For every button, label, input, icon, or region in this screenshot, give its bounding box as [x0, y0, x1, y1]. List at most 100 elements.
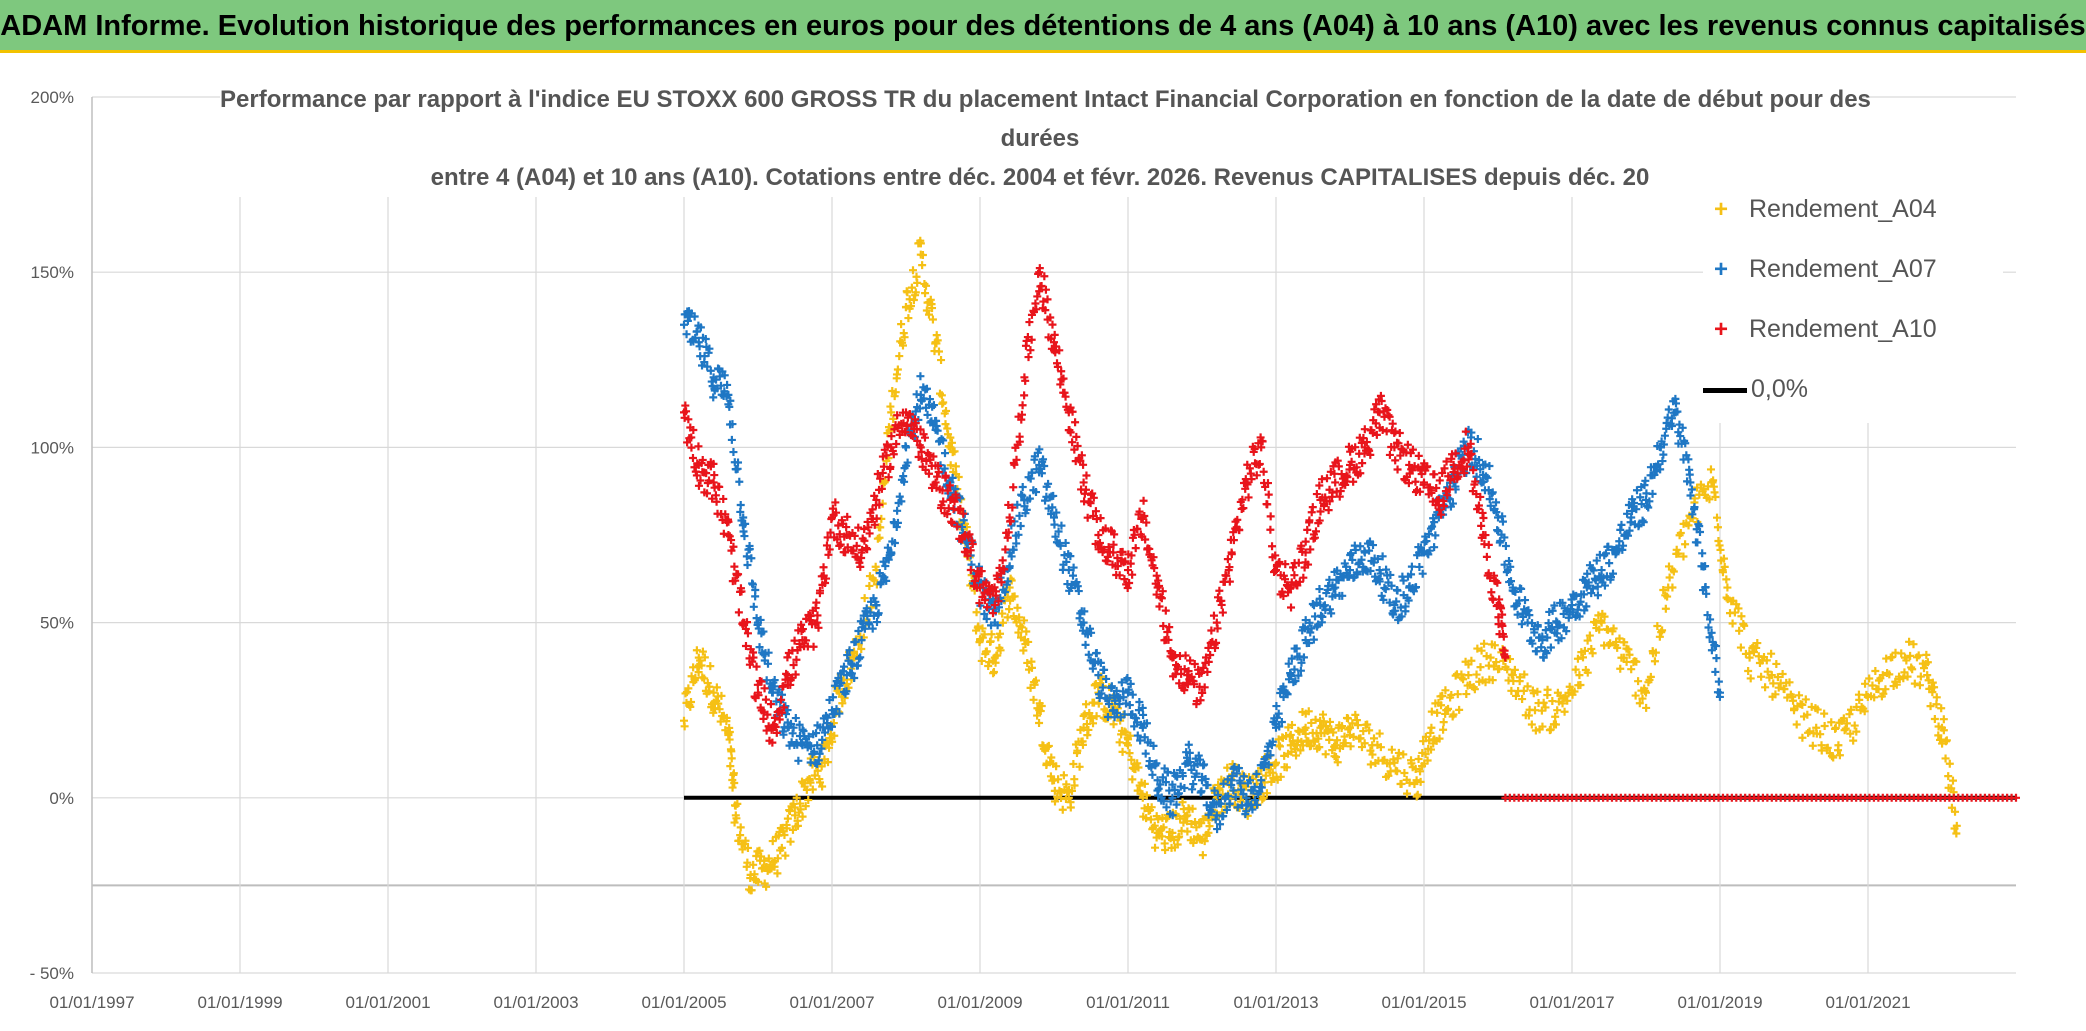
a04-cloud-point-1143	[1910, 679, 1919, 688]
a04-cloud-point-856	[1520, 670, 1529, 679]
a07-cloud-point-677	[1306, 628, 1315, 637]
a04-cloud-point-1014	[1732, 600, 1741, 609]
a07-cloud-point-429	[1077, 620, 1086, 629]
a10-cloud-point-762	[1385, 412, 1394, 421]
a10-cloud-point-38	[715, 482, 724, 491]
a07-cloud-point-181	[847, 669, 856, 678]
a10-cloud-point-782	[1403, 440, 1412, 449]
y-tick-label-2: 100%	[31, 438, 74, 457]
a07-cloud-point-124	[795, 720, 804, 729]
a04-cloud-point-1064	[1801, 695, 1810, 704]
a10-cloud-point-144	[813, 611, 822, 620]
a07-cloud-point-898	[1511, 587, 1520, 596]
a04-cloud-point-777	[1421, 750, 1430, 759]
a04-cloud-point-838	[1495, 664, 1504, 673]
a10-cloud-point-484	[1128, 570, 1137, 579]
a07-cloud-point-969	[1576, 597, 1585, 606]
a04-cloud-point-1006	[1722, 575, 1731, 584]
a04-cloud-point-65	[733, 799, 742, 808]
a07-cloud-point-1105	[1702, 589, 1711, 598]
a04-cloud-point-371	[1023, 658, 1032, 667]
a04-cloud-point-761	[1403, 789, 1412, 798]
a07-cloud-point-339	[993, 621, 1002, 630]
a04-cloud-point-425	[1073, 746, 1082, 755]
a10-cloud-point-167	[835, 541, 844, 550]
a10-point-3	[724, 531, 733, 539]
a07-cloud-point-771	[1393, 586, 1402, 595]
a04-cloud-point-516	[1157, 832, 1166, 841]
a04-cloud-point-338	[993, 651, 1002, 660]
a10-cloud-point-869	[1484, 569, 1493, 578]
a04-cloud-point-824	[1476, 663, 1485, 672]
a04-cloud-point-690	[1319, 710, 1328, 719]
a07-cloud-point-1072	[1672, 399, 1680, 408]
a04-cloud-point-730	[1360, 739, 1369, 748]
a10-cloud-point-558	[1196, 696, 1205, 705]
a04-cloud-point-343	[998, 609, 1007, 618]
a04-cloud-point-283	[942, 406, 951, 415]
a07-cloud-point-188	[854, 626, 863, 635]
a10-cloud-point-150	[819, 563, 828, 572]
a04-cloud-point-568	[1205, 822, 1214, 831]
a07-cloud-point-527	[1168, 780, 1177, 789]
a10-cloud-point-589	[1225, 563, 1234, 572]
a10-cloud-point-141	[811, 619, 820, 628]
a07-cloud-point-937	[1546, 643, 1555, 652]
a07-cloud-point-617	[1251, 796, 1260, 805]
a07-cloud-point-659	[1290, 665, 1299, 674]
a04-cloud-point-1052	[1785, 678, 1794, 687]
a04-cloud-point-57	[728, 783, 737, 792]
a07-cloud-point-831	[1448, 499, 1457, 508]
a04-cloud-point-1152	[1923, 658, 1932, 667]
a07-cloud-point-167	[835, 709, 844, 718]
a10-point-31	[1138, 513, 1147, 522]
a10-cloud-point-424	[1072, 432, 1081, 441]
a10-cloud-point-10	[689, 425, 698, 434]
a10-cloud-point-824	[1442, 457, 1451, 466]
a10-cloud-point-351	[1004, 528, 1013, 537]
a04-cloud-point-344	[998, 618, 1007, 627]
a10-cloud-point-50	[727, 536, 736, 545]
a10-cloud-point-73	[748, 657, 757, 666]
a10-cloud-point-741	[1366, 450, 1375, 459]
a04-cloud-point-108	[773, 869, 782, 878]
a10-cloud-point-673	[1303, 525, 1312, 534]
a07-cloud-point-265	[925, 395, 934, 404]
a04-cloud-point-822	[1473, 644, 1482, 653]
a10-cloud-point-197	[863, 545, 872, 554]
a07-cloud-point-548	[1187, 765, 1196, 774]
a10-cloud-point-417	[1066, 403, 1075, 412]
a10-cloud-point-721	[1347, 457, 1356, 466]
a04-cloud-point-1137	[1903, 672, 1912, 681]
a04-cloud-point-928	[1620, 638, 1629, 647]
a04-cloud-point-1179	[1948, 776, 1957, 785]
a07-cloud-point-421	[1069, 563, 1078, 572]
chart-legend: + Rendement_A04 + Rendement_A07 + Rendement…	[1703, 183, 2003, 423]
a04-cloud-point-68	[736, 831, 745, 840]
a04-cloud-point-164	[825, 743, 834, 752]
a07-cloud-point-324	[980, 610, 989, 619]
a10-cloud-point-590	[1225, 577, 1234, 586]
a07-cloud-point-1022	[1625, 526, 1634, 535]
a10-cloud-point-498	[1141, 535, 1150, 544]
a10-cloud-point-374	[1026, 346, 1035, 355]
a07-cloud-point-352	[1005, 562, 1014, 571]
a10-cloud-point-67	[741, 641, 750, 650]
a04-cloud-point-1093	[1841, 724, 1850, 733]
a07-cloud-point-1111	[1707, 646, 1716, 655]
a10-cloud-point-391	[1041, 285, 1050, 294]
a04-cloud-point-733	[1365, 726, 1374, 735]
a04-cloud-point-77	[743, 843, 752, 852]
a10-cloud-point-406	[1056, 380, 1065, 389]
a07-cloud-point-67	[742, 552, 751, 561]
a07-cloud-point-61	[736, 500, 745, 509]
a07-cloud-point-1077	[1676, 432, 1685, 441]
a04-cloud-point-721	[1348, 719, 1357, 728]
a07-cloud-point-549	[1188, 785, 1197, 794]
a04-cloud-point-247	[909, 266, 918, 275]
a10-cloud-point-719	[1345, 465, 1354, 474]
a10-cloud-point-27	[705, 476, 714, 485]
a07-cloud-point-12	[691, 333, 700, 342]
a10-cloud-point-206	[870, 520, 879, 529]
a07-cloud-point-755	[1378, 552, 1387, 561]
